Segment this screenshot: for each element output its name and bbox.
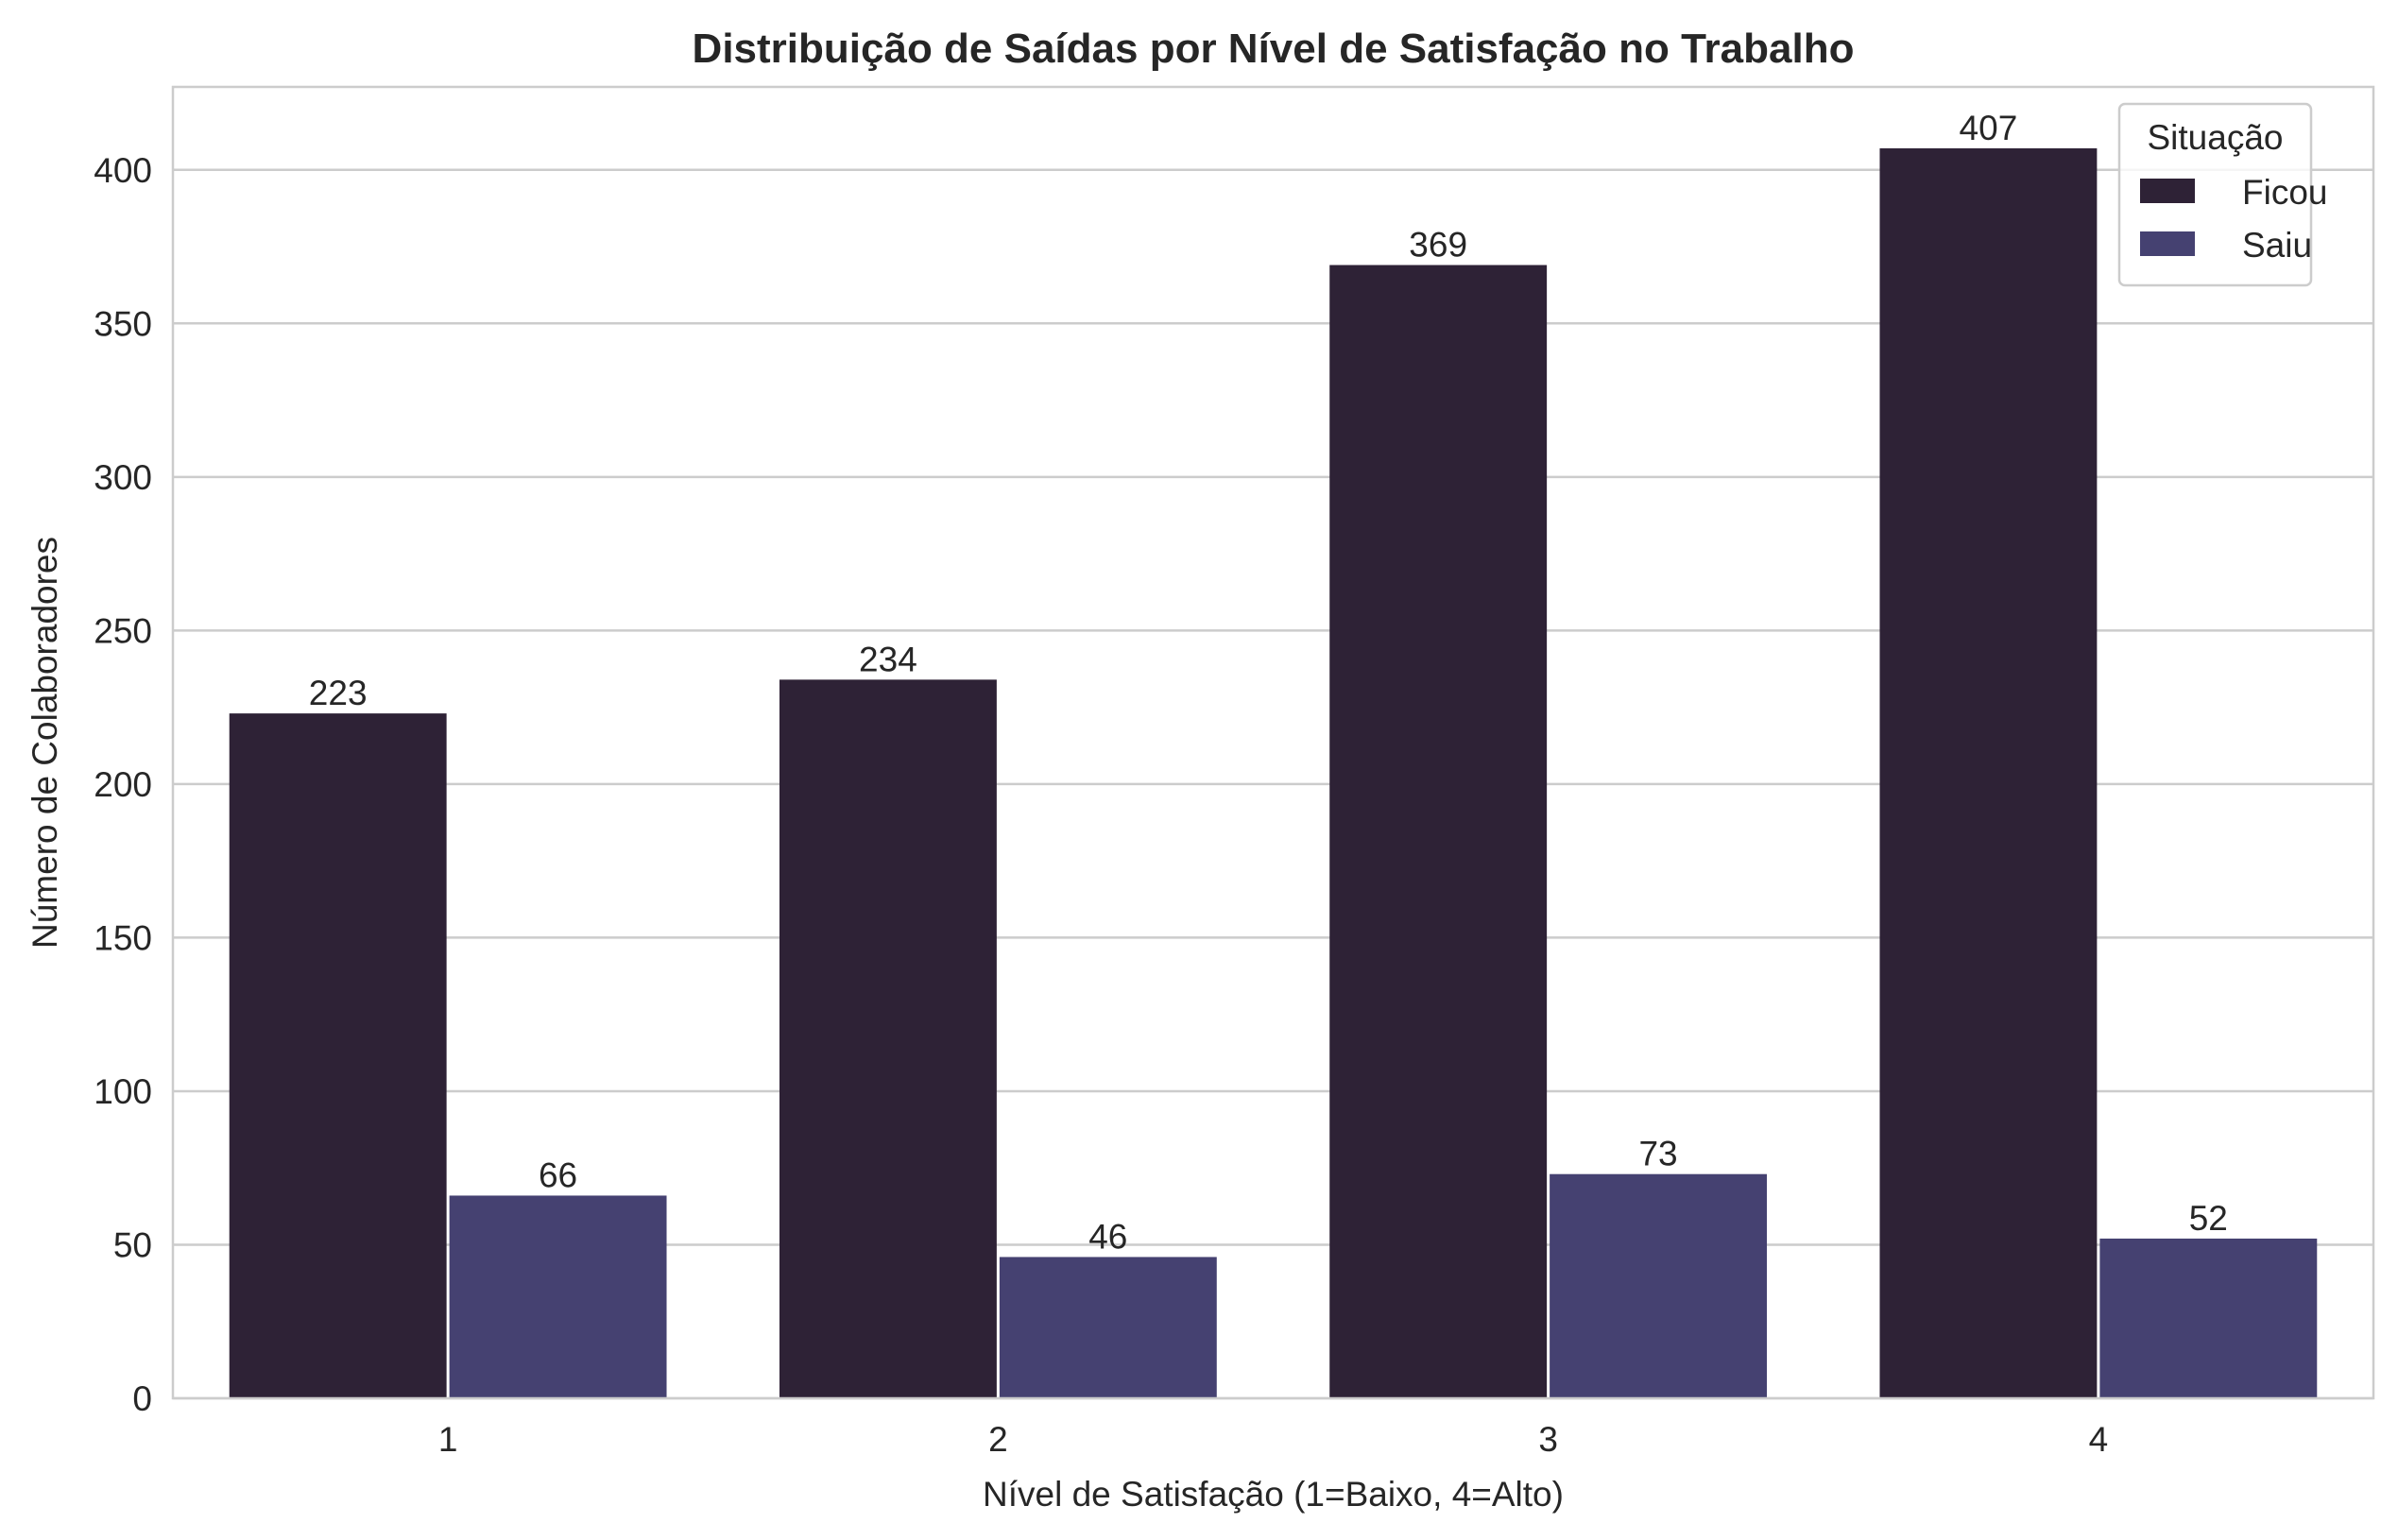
bar-value-label-ficou-4: 407 bbox=[1960, 109, 2018, 147]
y-tick-label: 350 bbox=[94, 304, 152, 343]
x-tick-label: 3 bbox=[1538, 1420, 1558, 1459]
plot-frame bbox=[171, 85, 2375, 1400]
y-axis-label: Número de Colaboradores bbox=[26, 537, 64, 949]
bar-ficou-3 bbox=[1329, 265, 1548, 1399]
legend-swatch-ficou bbox=[2140, 179, 2195, 203]
legend: Situação Ficou Saiu bbox=[2117, 102, 2327, 287]
bar-ficou-4 bbox=[1879, 148, 2098, 1398]
bar-ficou-1 bbox=[229, 713, 447, 1398]
y-tick-labels: 0 50 100 150 200 250 300 350 400 bbox=[94, 151, 152, 1418]
legend-label-ficou: Ficou bbox=[2242, 173, 2327, 212]
y-tick-label: 150 bbox=[94, 918, 152, 957]
bar-value-label-ficou-1: 223 bbox=[309, 674, 368, 712]
y-tick-label: 400 bbox=[94, 151, 152, 190]
bar-value-label-ficou-2: 234 bbox=[859, 640, 917, 678]
x-tick-label: 1 bbox=[438, 1420, 458, 1459]
legend-title: Situação bbox=[2148, 118, 2284, 157]
bar-saiu-3 bbox=[1550, 1173, 1768, 1398]
bar-value-label-saiu-4: 52 bbox=[2189, 1199, 2228, 1238]
y-tick-label: 0 bbox=[132, 1379, 152, 1418]
bar-ficou-2 bbox=[779, 679, 997, 1398]
bar-value-label-saiu-1: 66 bbox=[539, 1155, 577, 1194]
legend-label-saiu: Saiu bbox=[2242, 226, 2312, 265]
x-axis-label: Nível de Satisfação (1=Baixo, 4=Alto) bbox=[983, 1475, 1564, 1514]
y-tick-label: 100 bbox=[94, 1072, 152, 1111]
x-tick-label: 4 bbox=[2089, 1420, 2109, 1459]
bar-value-label-ficou-3: 369 bbox=[1409, 226, 1467, 265]
bar-saiu-4 bbox=[2099, 1238, 2318, 1398]
bar-value-label-saiu-2: 46 bbox=[1088, 1217, 1127, 1256]
x-tick-label: 2 bbox=[988, 1420, 1008, 1459]
y-tick-label: 300 bbox=[94, 458, 152, 497]
x-tick-labels: 1 2 3 4 bbox=[438, 1420, 2108, 1459]
bars-group bbox=[229, 148, 2318, 1399]
bar-saiu-1 bbox=[449, 1195, 667, 1398]
chart-title: Distribuição de Saídas por Nível de Sati… bbox=[693, 26, 1855, 72]
bar-saiu-2 bbox=[999, 1257, 1217, 1398]
y-tick-label: 50 bbox=[113, 1225, 152, 1264]
bar-labels-group: 223 66 234 46 369 73 407 52 bbox=[309, 109, 2228, 1256]
y-tick-label: 250 bbox=[94, 611, 152, 650]
y-tick-label: 200 bbox=[94, 765, 152, 804]
bar-value-label-saiu-3: 73 bbox=[1638, 1135, 1677, 1173]
legend-swatch-saiu bbox=[2140, 231, 2195, 256]
